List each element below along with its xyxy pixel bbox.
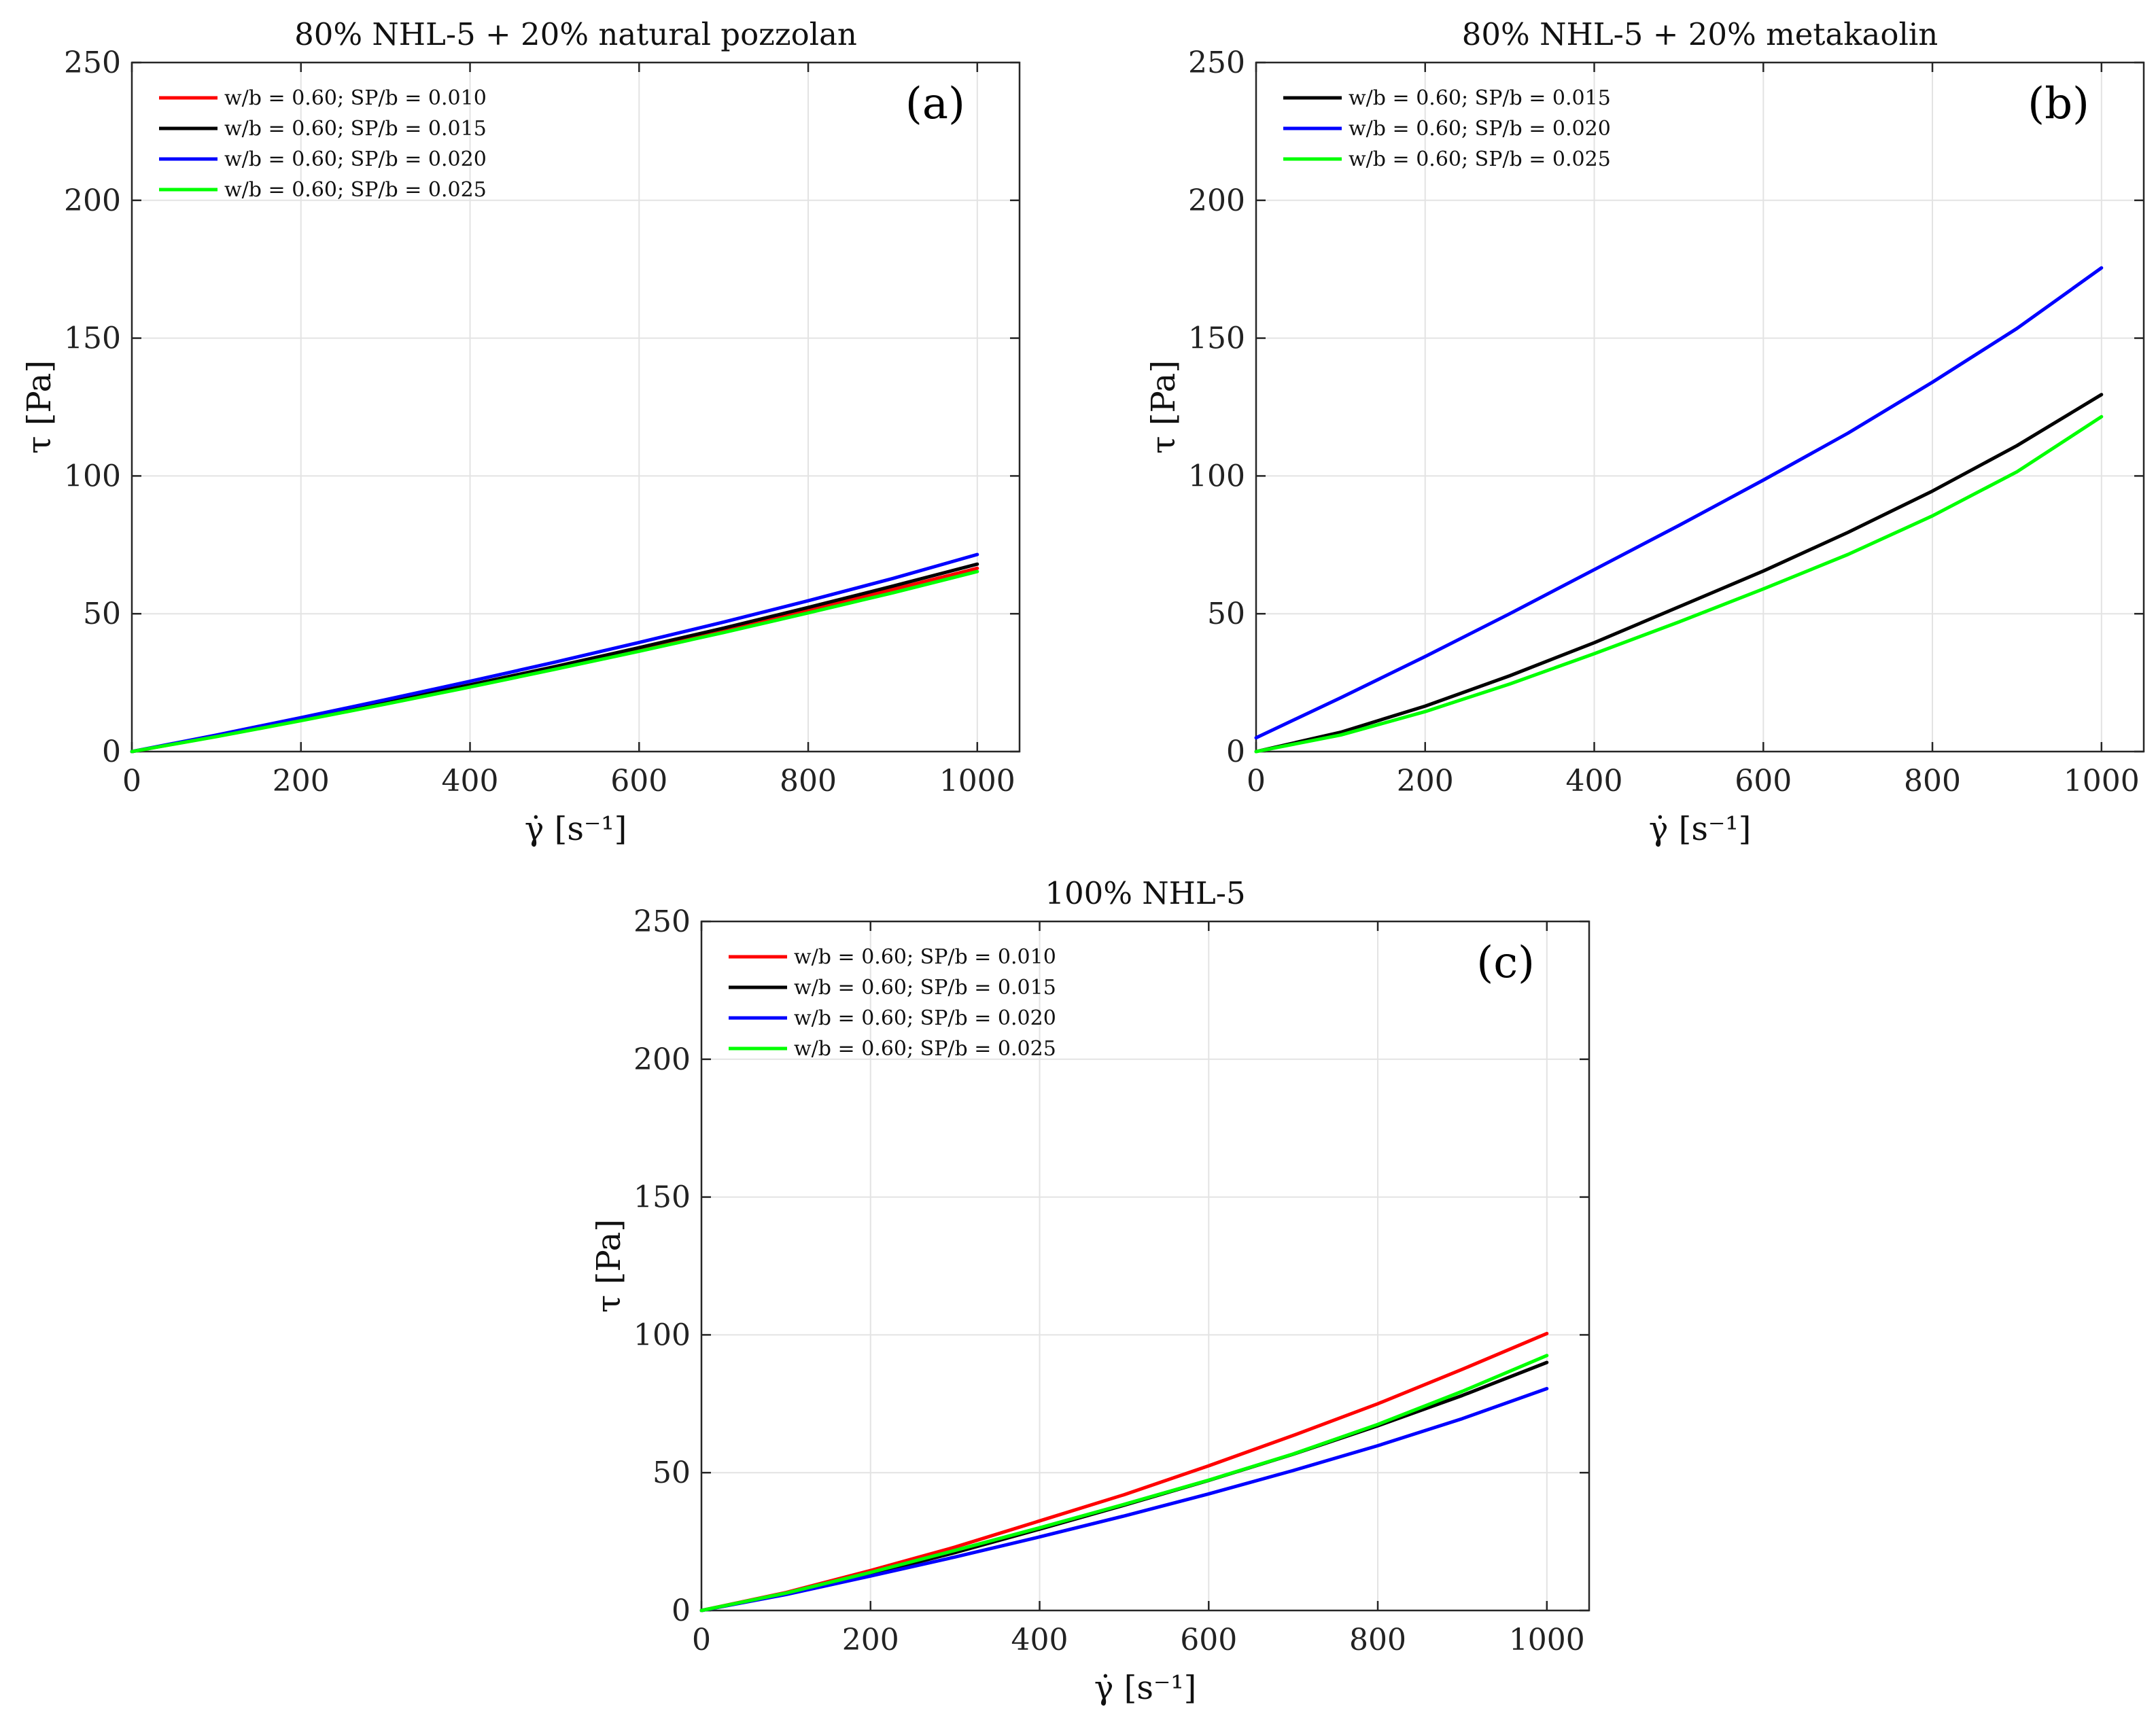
x-tick-label: 600: [1735, 764, 1792, 798]
y-tick-label: 200: [633, 1042, 691, 1077]
y-tick-label: 250: [633, 904, 691, 939]
y-tick-label: 250: [1188, 46, 1245, 80]
y-tick-label: 100: [64, 459, 121, 493]
y-tick-label: 250: [64, 46, 121, 80]
x-tick-label: 800: [780, 764, 837, 798]
series-line-2: [699, 1360, 1549, 1613]
x-tick-label: 800: [1349, 1623, 1406, 1657]
y-tick-label: 100: [633, 1318, 691, 1352]
y-tick-label: 0: [672, 1593, 691, 1628]
y-tick-label: 200: [64, 183, 121, 218]
legend-entry: w/b = 0.60; SP/b = 0.025: [794, 1037, 1056, 1061]
series-line-3: [130, 552, 979, 754]
x-tick-label: 400: [442, 764, 499, 798]
series-line-4: [699, 1354, 1549, 1613]
chart-title: 80% NHL-5 + 20% natural pozzolan: [294, 16, 857, 52]
y-tick-label: 200: [1188, 183, 1245, 218]
chart-title: 80% NHL-5 + 20% metakaolin: [1462, 16, 1938, 52]
series-line-1: [1254, 393, 2104, 754]
series-line-4: [130, 569, 979, 754]
legend-entry: w/b = 0.60; SP/b = 0.010: [224, 86, 487, 110]
x-tick-label: 0: [692, 1623, 711, 1657]
legend-entry: w/b = 0.60; SP/b = 0.025: [224, 178, 487, 202]
x-tick-label: 0: [122, 764, 141, 798]
panel-label: (c): [1476, 938, 1535, 988]
x-tick-label: 1000: [1509, 1623, 1585, 1657]
y-axis-label: τ [Pa]: [590, 1219, 628, 1313]
y-tick-label: 50: [1207, 597, 1245, 631]
x-axis-label: γ̇ [s⁻¹]: [1649, 810, 1752, 848]
y-tick-label: 150: [64, 321, 121, 356]
series-line-3: [699, 1387, 1549, 1613]
legend-entry: w/b = 0.60; SP/b = 0.015: [794, 976, 1056, 1000]
x-tick-label: 200: [273, 764, 330, 798]
x-tick-label: 1000: [939, 764, 1015, 798]
legend: w/b = 0.60; SP/b = 0.010 w/b = 0.60; SP/b…: [729, 945, 1056, 1061]
y-tick-label: 100: [1188, 459, 1245, 493]
axes-frame: [700, 920, 1590, 1612]
x-tick-label: 200: [1397, 764, 1454, 798]
y-tick-label: 50: [83, 597, 121, 631]
legend: w/b = 0.60; SP/b = 0.015 w/b = 0.60; SP/b…: [1283, 86, 1611, 171]
x-tick-label: 0: [1247, 764, 1266, 798]
y-tick-label: 150: [1188, 321, 1245, 356]
axes-frame: [131, 61, 1021, 753]
chart-panel-c: 0 200 400 600 800 1000 0 50 100 150 200 250 100% NHL…: [590, 875, 1590, 1707]
legend-entry: w/b = 0.60; SP/b = 0.015: [1349, 86, 1611, 110]
axes-frame: [1255, 61, 2145, 753]
series-line-3: [1254, 415, 2104, 754]
x-tick-label: 600: [1180, 1623, 1237, 1657]
legend-entry: w/b = 0.60; SP/b = 0.010: [794, 945, 1056, 969]
x-axis-label: γ̇ [s⁻¹]: [525, 810, 627, 848]
y-tick-label: 0: [1226, 735, 1245, 769]
legend: w/b = 0.60; SP/b = 0.010 w/b = 0.60; SP/b…: [159, 86, 487, 202]
legend-entry: w/b = 0.60; SP/b = 0.020: [1349, 117, 1611, 141]
legend-entry: w/b = 0.60; SP/b = 0.020: [794, 1006, 1056, 1030]
x-tick-label: 600: [610, 764, 667, 798]
chart-panel-a: 0 200 400 600 800 1000 0 50 100 150 200 250 80% NHL-…: [20, 16, 1021, 848]
legend-entry: w/b = 0.60; SP/b = 0.015: [224, 117, 487, 141]
chart-title: 100% NHL-5: [1045, 875, 1245, 911]
x-tick-label: 800: [1904, 764, 1961, 798]
x-tick-label: 400: [1566, 764, 1623, 798]
chart-panel-b: 0 200 400 600 800 1000 0 50 100 150 200 250 80% NHL-…: [1145, 16, 2145, 848]
panel-label: (a): [905, 79, 965, 129]
legend-entry: w/b = 0.60; SP/b = 0.025: [1349, 147, 1611, 171]
x-axis-label: γ̇ [s⁻¹]: [1094, 1669, 1197, 1707]
x-tick-label: 200: [842, 1623, 899, 1657]
x-tick-label: 1000: [2064, 764, 2140, 798]
y-tick-label: 50: [653, 1456, 691, 1490]
legend-entry: w/b = 0.60; SP/b = 0.020: [224, 147, 487, 171]
y-tick-label: 0: [102, 735, 121, 769]
y-axis-label: τ [Pa]: [20, 360, 58, 454]
y-axis-label: τ [Pa]: [1145, 360, 1183, 454]
x-tick-label: 400: [1011, 1623, 1068, 1657]
panel-label: (b): [2028, 79, 2089, 129]
series-line-2: [1254, 266, 2104, 740]
y-tick-label: 150: [633, 1180, 691, 1215]
series-line-2: [130, 562, 979, 754]
